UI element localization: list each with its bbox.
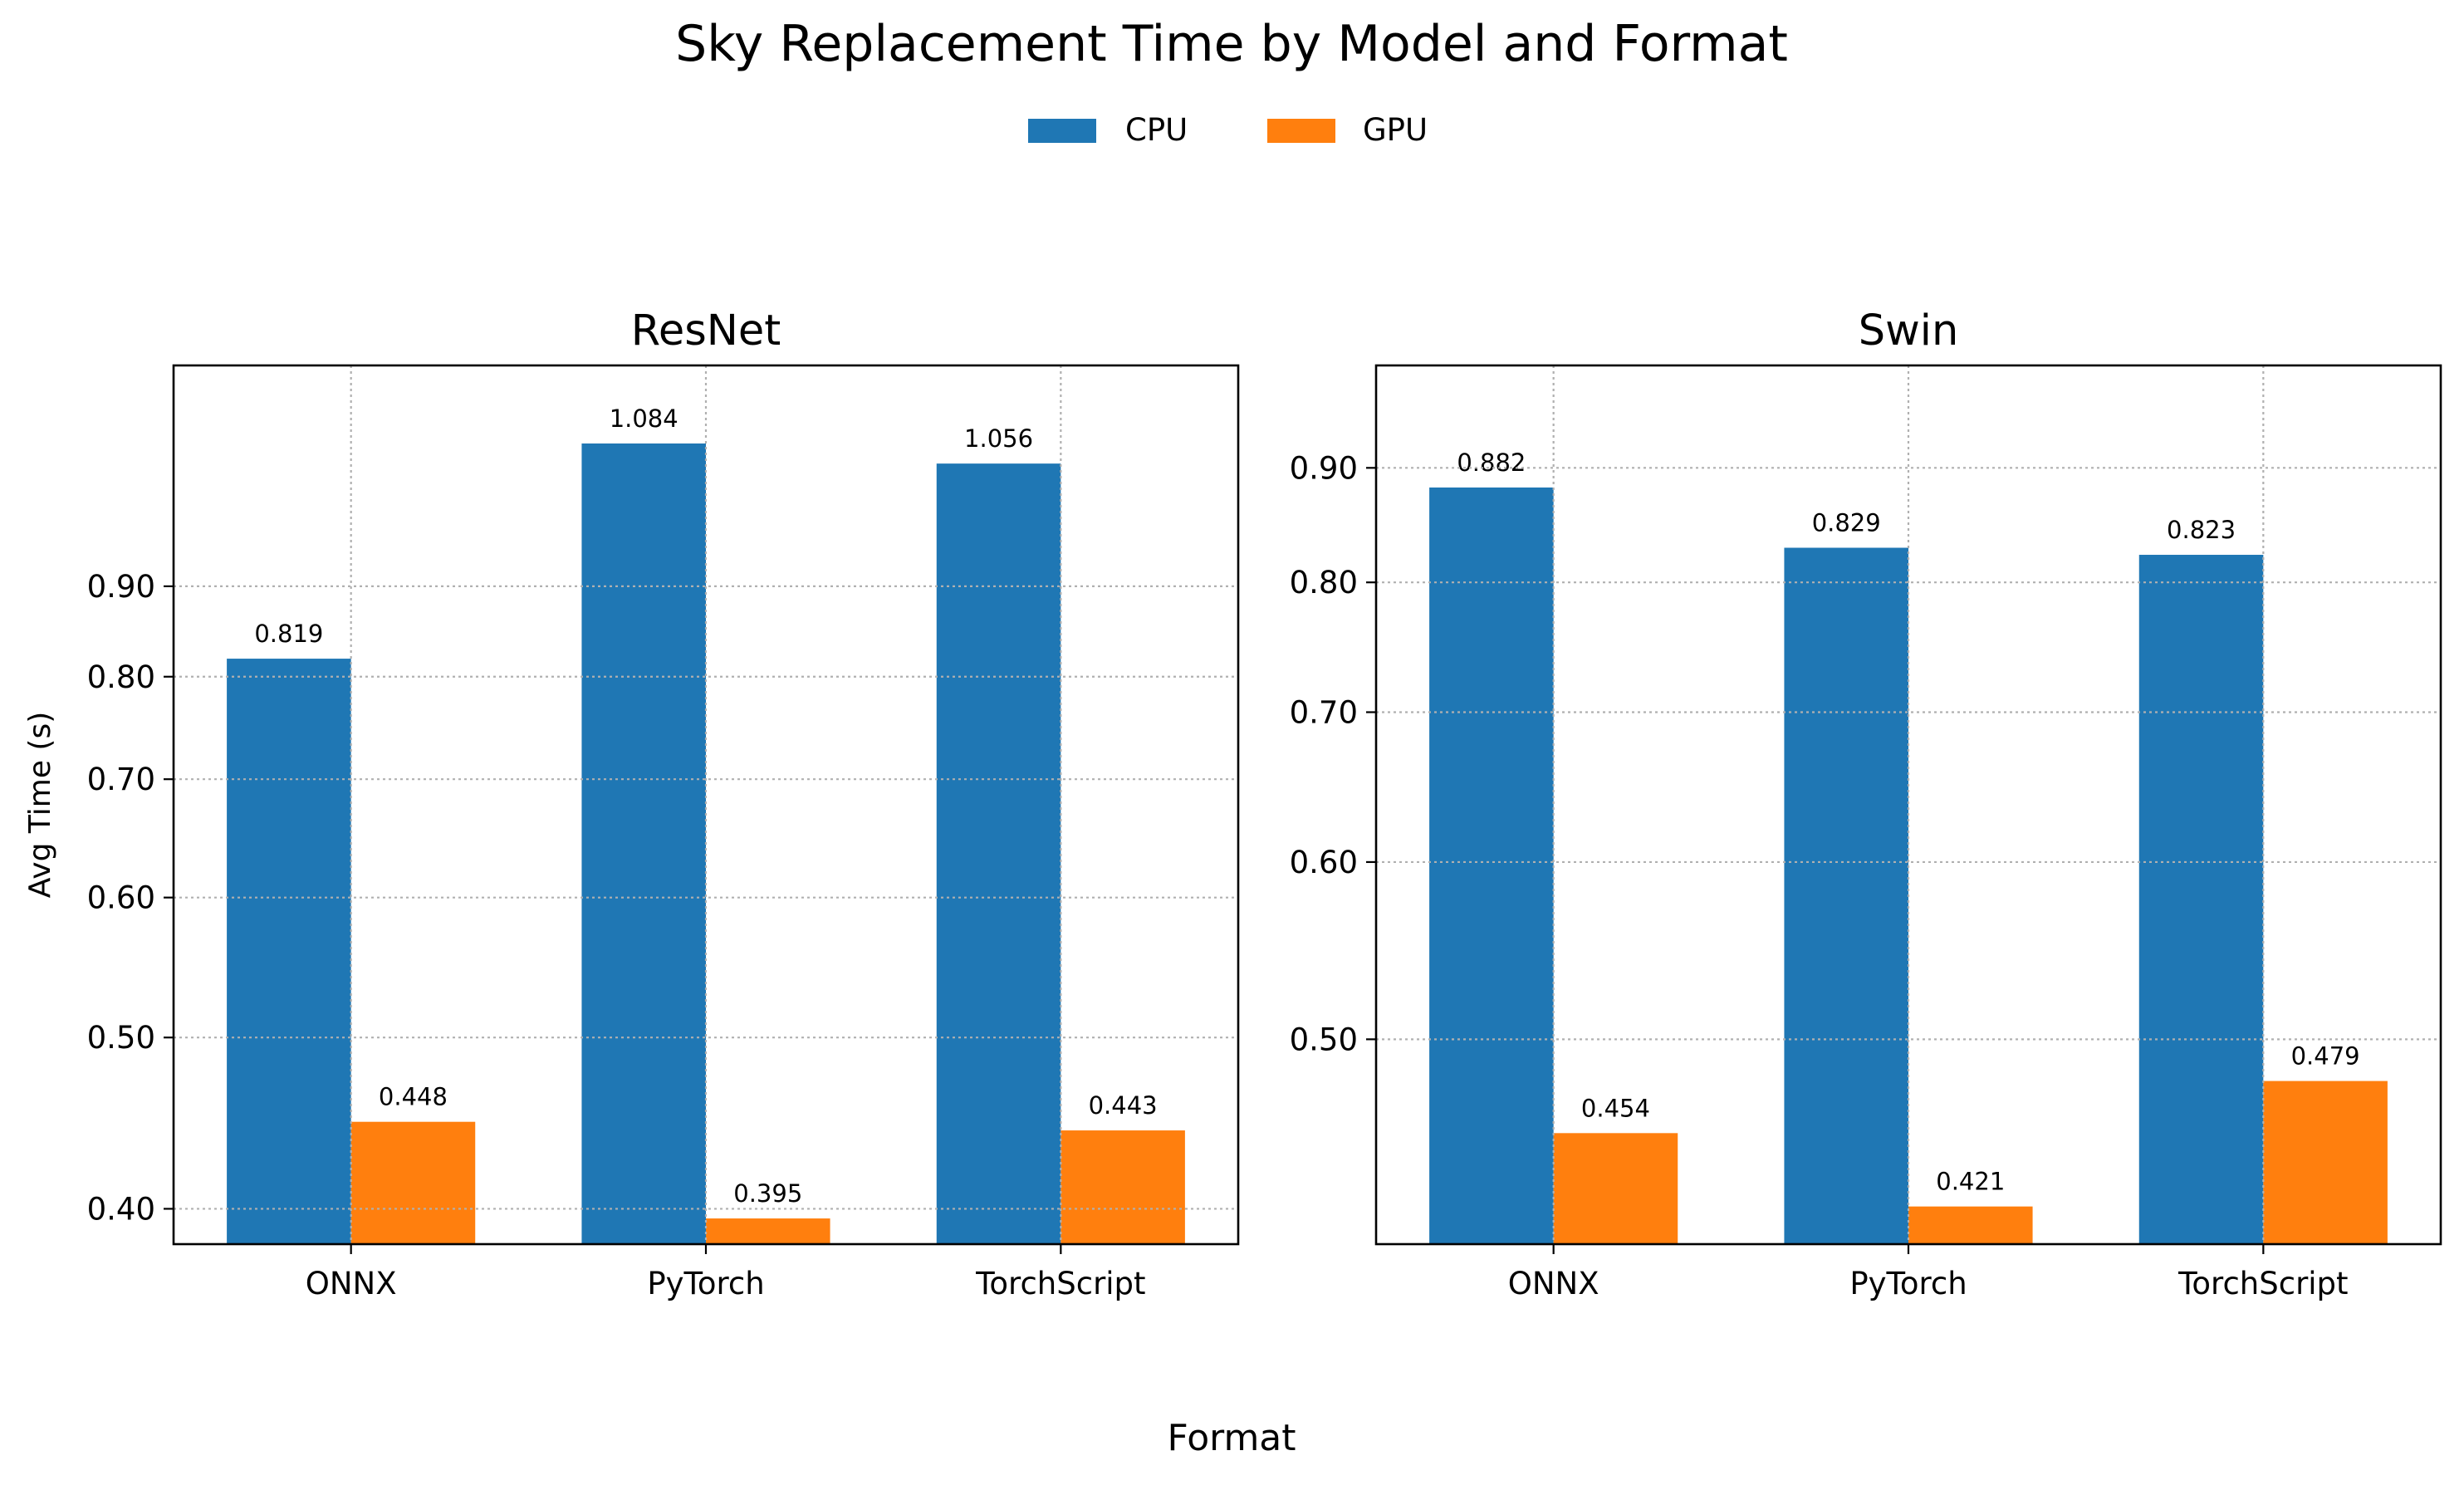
x-tick-label: PyTorch: [647, 1266, 764, 1301]
data-label-cpu-pytorch: 1.084: [610, 404, 678, 433]
data-label-cpu-onnx: 0.819: [254, 620, 323, 648]
panel-resnet: 0.819 1.084 1.056 0.448 0.395 0.443 0.40 0.50 0.…: [23, 306, 1240, 1301]
bar-gpu-pytorch: [1908, 1206, 2033, 1244]
bar-gpu-torchscript: [1061, 1130, 1185, 1244]
bar-gpu-onnx: [350, 1121, 476, 1244]
y-tick-label: 0.40: [87, 1191, 155, 1227]
x-tick-label: ONNX: [1508, 1266, 1599, 1301]
y-tick-label: 0.60: [87, 880, 155, 916]
legend-label-cpu: CPU: [1125, 112, 1188, 148]
bar-cpu-onnx: [227, 659, 351, 1244]
x-tick-label: ONNX: [306, 1266, 397, 1301]
bar-cpu-pytorch: [1784, 547, 1908, 1244]
bar-cpu-onnx: [1429, 487, 1554, 1244]
data-label-cpu-torchscript: 0.823: [2167, 516, 2236, 544]
data-label-cpu-pytorch: 0.829: [1812, 509, 1881, 537]
x-tick-label: PyTorch: [1849, 1266, 1967, 1301]
bar-cpu-torchscript: [936, 463, 1061, 1244]
bar-gpu-torchscript: [2263, 1081, 2388, 1244]
y-tick-label: 0.50: [87, 1020, 155, 1056]
y-tick-label: 0.50: [1290, 1022, 1358, 1057]
y-tick-label: 0.90: [1290, 450, 1358, 486]
bar-gpu-pytorch: [706, 1218, 830, 1244]
y-tick-label: 0.80: [87, 659, 155, 695]
bar-gpu-onnx: [1553, 1133, 1678, 1244]
subplot-title: Swin: [1859, 306, 1959, 355]
figure-title: Sky Replacement Time by Model and Format: [675, 15, 1788, 73]
y-tick-label: 0.80: [1290, 565, 1358, 600]
data-label-gpu-onnx: 0.448: [379, 1083, 448, 1111]
data-label-cpu-torchscript: 1.056: [964, 424, 1033, 453]
data-label-gpu-pytorch: 0.395: [733, 1179, 802, 1208]
data-label-gpu-onnx: 0.454: [1581, 1094, 1650, 1122]
y-axis-label: Avg Time (s): [23, 712, 57, 899]
x-tick-label: TorchScript: [975, 1266, 1145, 1301]
legend-swatch-gpu: [1267, 119, 1335, 143]
figure-xlabel: Format: [1167, 1417, 1296, 1459]
y-tick-label: 0.70: [87, 762, 155, 797]
subplot-title: ResNet: [631, 306, 781, 355]
data-label-gpu-torchscript: 0.443: [1089, 1091, 1158, 1120]
panel-swin: 0.882 0.829 0.823 0.454 0.421 0.479 0.50 0.60 0.…: [1290, 306, 2442, 1301]
legend-swatch-cpu: [1028, 119, 1096, 143]
data-label-gpu-torchscript: 0.479: [2291, 1042, 2360, 1071]
data-label-cpu-onnx: 0.882: [1457, 448, 1526, 477]
legend-label-gpu: GPU: [1363, 112, 1428, 148]
bar-cpu-pytorch: [581, 443, 706, 1244]
data-label-gpu-pytorch: 0.421: [1936, 1168, 2005, 1196]
x-tick-label: TorchScript: [2177, 1266, 2348, 1301]
bar-cpu-torchscript: [2138, 555, 2264, 1244]
y-tick-label: 0.90: [87, 569, 155, 605]
legend: CPU GPU: [1028, 112, 1428, 148]
y-tick-label: 0.60: [1290, 845, 1358, 880]
y-tick-label: 0.70: [1290, 694, 1358, 730]
